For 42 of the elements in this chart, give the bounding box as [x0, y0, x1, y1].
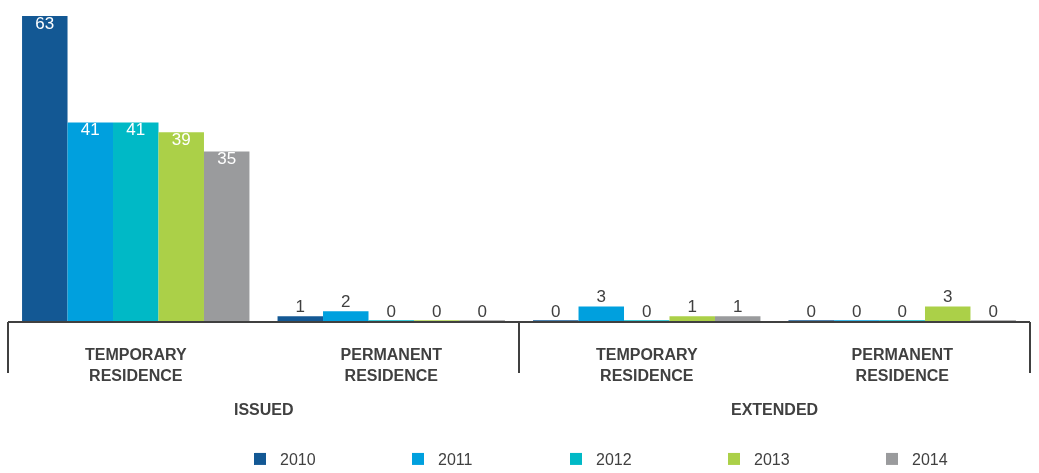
data-label: 0: [551, 301, 561, 321]
bar: [714, 316, 761, 321]
x-tick-label: TEMPORARY RESIDENCE: [84, 345, 187, 384]
data-label: 0: [432, 301, 442, 321]
data-label: 35: [217, 149, 237, 169]
bar: [203, 151, 250, 321]
data-label: 3: [943, 287, 953, 307]
data-label: 0: [988, 301, 998, 321]
bar: [924, 306, 971, 321]
text: ISSUED: [234, 401, 294, 418]
bar: [669, 316, 715, 321]
data-label: 0: [852, 301, 862, 321]
data-label: 0: [806, 301, 817, 321]
data-label: 1: [687, 296, 697, 316]
data-label: 63: [35, 13, 55, 33]
data-label: 0: [897, 301, 907, 321]
bar: [22, 16, 68, 321]
bar: [113, 122, 159, 321]
bar: [158, 132, 204, 321]
bar: [323, 311, 369, 321]
data-label: 1: [732, 296, 743, 316]
data-label: 41: [80, 120, 100, 140]
legend-label: 2014: [912, 451, 948, 469]
data-label: 0: [386, 301, 396, 321]
legend-label: 2011: [438, 451, 473, 469]
bar: [277, 316, 324, 321]
legend-label: 2013: [754, 451, 790, 469]
legend-label: 2010: [280, 451, 316, 469]
data-label: 39: [171, 129, 191, 149]
x-tick-label: PERMANENT RESIDENCE: [851, 345, 954, 384]
data-label: 3: [596, 287, 606, 307]
data-label: 2: [341, 292, 351, 312]
x-tick-label: PERMANENT RESIDENCE: [340, 345, 443, 384]
bar: [67, 122, 114, 321]
data-label: 41: [126, 120, 146, 140]
bar: [578, 306, 625, 321]
x-tick-label: TEMPORARY RESIDENCE: [595, 345, 698, 384]
data-label: 1: [295, 296, 306, 316]
data-label: 0: [642, 301, 652, 321]
data-label: 0: [477, 301, 487, 321]
legend-label: 2012: [596, 451, 632, 469]
text: EXTENDED: [731, 401, 819, 418]
